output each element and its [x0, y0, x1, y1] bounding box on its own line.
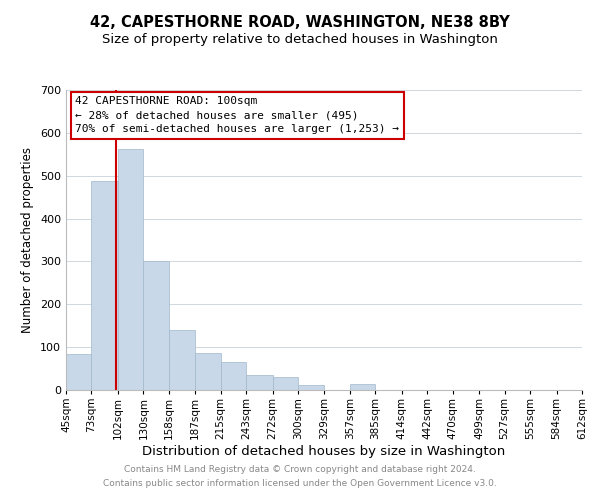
Bar: [118, 149, 143, 390]
Bar: [350, 384, 376, 390]
Bar: [143, 260, 169, 390]
Bar: [169, 330, 195, 390]
Bar: [272, 377, 298, 390]
Bar: [246, 375, 272, 390]
Text: 42, CAPESTHORNE ROAD, WASHINGTON, NE38 8BY: 42, CAPESTHORNE ROAD, WASHINGTON, NE38 8…: [90, 15, 510, 30]
Bar: [91, 182, 118, 390]
Bar: [66, 354, 91, 390]
Y-axis label: Number of detached properties: Number of detached properties: [22, 147, 34, 333]
Text: Size of property relative to detached houses in Washington: Size of property relative to detached ho…: [102, 32, 498, 46]
Bar: [298, 385, 325, 390]
Text: Contains HM Land Registry data © Crown copyright and database right 2024.
Contai: Contains HM Land Registry data © Crown c…: [103, 466, 497, 487]
X-axis label: Distribution of detached houses by size in Washington: Distribution of detached houses by size …: [142, 444, 506, 458]
Text: 42 CAPESTHORNE ROAD: 100sqm
← 28% of detached houses are smaller (495)
70% of se: 42 CAPESTHORNE ROAD: 100sqm ← 28% of det…: [75, 96, 399, 134]
Bar: [221, 362, 246, 390]
Bar: [195, 353, 221, 390]
